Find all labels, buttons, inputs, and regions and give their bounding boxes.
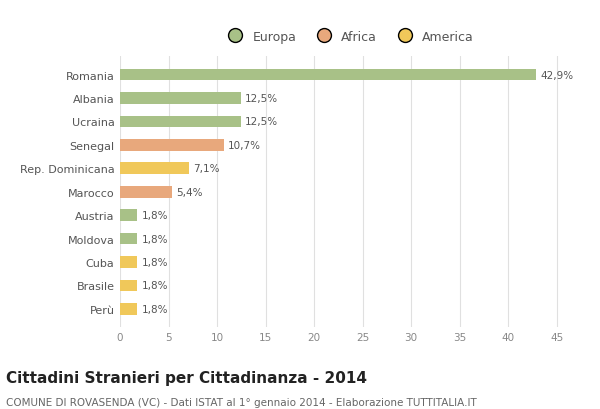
Text: 5,4%: 5,4%	[176, 187, 203, 197]
Text: 42,9%: 42,9%	[540, 70, 573, 80]
Bar	[120, 303, 137, 315]
Text: 1,8%: 1,8%	[142, 211, 168, 220]
Text: 12,5%: 12,5%	[245, 94, 278, 104]
Text: 1,8%: 1,8%	[142, 257, 168, 267]
Text: COMUNE DI ROVASENDA (VC) - Dati ISTAT al 1° gennaio 2014 - Elaborazione TUTTITAL: COMUNE DI ROVASENDA (VC) - Dati ISTAT al…	[6, 397, 477, 407]
Text: 7,1%: 7,1%	[193, 164, 219, 174]
Bar	[120, 210, 137, 221]
Text: 1,8%: 1,8%	[142, 281, 168, 291]
Bar	[120, 280, 137, 292]
Bar	[120, 70, 536, 81]
Text: 12,5%: 12,5%	[245, 117, 278, 127]
Bar	[120, 139, 224, 151]
Bar	[120, 93, 241, 105]
Bar	[120, 163, 189, 175]
Text: 10,7%: 10,7%	[227, 141, 260, 151]
Bar	[120, 256, 137, 268]
Bar	[120, 233, 137, 245]
Legend: Europa, Africa, America: Europa, Africa, America	[217, 26, 479, 49]
Text: 1,8%: 1,8%	[142, 304, 168, 314]
Text: 1,8%: 1,8%	[142, 234, 168, 244]
Bar	[120, 116, 241, 128]
Bar	[120, 187, 172, 198]
Text: Cittadini Stranieri per Cittadinanza - 2014: Cittadini Stranieri per Cittadinanza - 2…	[6, 370, 367, 385]
